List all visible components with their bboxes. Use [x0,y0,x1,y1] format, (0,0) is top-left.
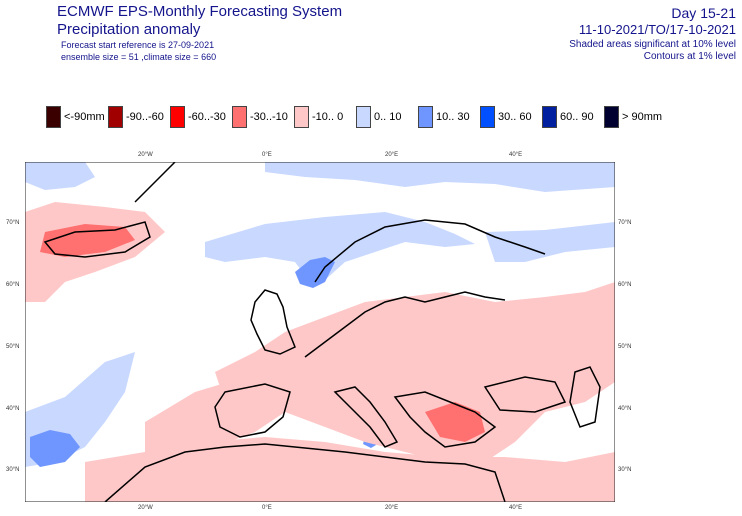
coastline-italy [333,386,399,448]
lon-label-bottom-0: 20°W [138,505,153,511]
lat-label-right-0: 70°N [618,220,632,226]
precipitation-anomaly-map: 20°W 0°E 20°E 40°E [25,162,615,502]
coastline-iceland [43,221,151,258]
coastline-greenland [134,162,176,203]
lon-label-top-0: 20°W [138,152,153,158]
lon-label-bottom-1: 0°E [262,505,272,511]
legend-swatch [356,106,371,128]
coastline-caspian [569,366,601,428]
legend-label: 0.. 10 [374,111,402,123]
title: ECMWF EPS-Monthly Forecasting System [57,3,343,20]
red-area-iceland-core [40,224,135,257]
legend-label: -10.. 0 [312,111,344,123]
lat-label-right-3: 40°N [618,406,632,412]
lat-label-right-4: 30°N [618,467,632,473]
red-area-iberia [145,377,285,467]
legend-label: -90..-60 [126,111,164,123]
lat-label-right-2: 50°N [618,344,632,350]
legend-swatch [294,106,309,128]
coastline-iberia [214,383,291,438]
legend-label: 60.. 90 [560,111,594,123]
legend-swatch [108,106,123,128]
lon-label-top-3: 40°E [509,152,523,158]
legend-label: -60..-30 [188,111,226,123]
lat-label-left-3: 40°N [6,406,20,412]
coastline-scandinavia [314,219,546,283]
red-area-north-africa [85,437,615,502]
day-range: Day 15-21 [671,5,736,21]
lon-label-bottom-2: 20°E [385,505,399,511]
legend-label: > 90mm [622,111,663,123]
red-area-balkans-core [425,402,485,442]
blue-area-greenland-sea [25,162,95,190]
lon-label-top-2: 20°E [385,152,399,158]
lat-label-left-0: 70°N [6,220,20,226]
coastline-north-africa [104,443,506,502]
lat-label-left-4: 30°N [6,467,20,473]
legend-label: <-90mm [64,111,105,123]
blue-area-north-east [485,222,615,262]
legend-label: -30..-10 [250,111,288,123]
date-range: 11-10-2021/TO/17-10-2021 [578,22,736,37]
blue-area-scandinavia [205,212,475,282]
lon-label-bottom-3: 40°E [509,505,523,511]
legend-swatch [418,106,433,128]
shading-note: Shaded areas significant at 10% level [569,39,736,50]
coastline-balkans [393,391,497,448]
forecast-reference: Forecast start reference is 27-09-2021 [61,40,215,50]
legend-swatch [232,106,247,128]
lon-label-top-1: 0°E [262,152,272,158]
legend-swatch [542,106,557,128]
lat-label-left-1: 60°N [6,282,20,288]
legend-swatch [46,106,61,128]
legend-label: 30.. 60 [498,111,532,123]
ensemble-info: ensemble size = 51 ,climate size = 660 [61,52,217,62]
coastline-europe [304,291,506,358]
coastline-black-sea [483,376,567,413]
contour-note: Contours at 1% level [643,51,736,62]
blue-area-atlantic-core [30,430,80,467]
blue-area-north-sea [265,162,615,192]
legend-swatch [170,106,185,128]
blue-area-scandinavia-core [295,257,335,288]
coastline-british-isles [250,289,296,355]
legend-swatch [480,106,495,128]
subtitle: Precipitation anomaly [57,21,201,38]
legend-swatch [604,106,619,128]
lat-label-right-1: 60°N [618,282,632,288]
lat-label-left-2: 50°N [6,344,20,350]
legend-label: 10.. 30 [436,111,470,123]
red-area-europe [215,282,615,462]
